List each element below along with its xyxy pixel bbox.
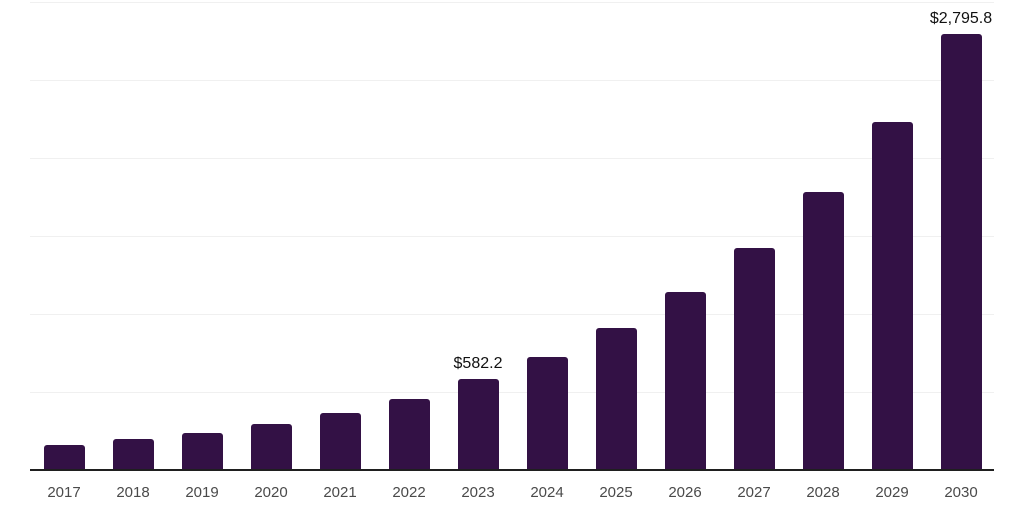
x-axis-label-2019: 2019 <box>185 484 219 501</box>
gridline <box>30 392 994 393</box>
x-axis-line <box>30 469 994 471</box>
x-axis-label-2022: 2022 <box>392 484 426 501</box>
x-axis-label-2028: 2028 <box>806 484 840 501</box>
bar-2022 <box>388 399 430 470</box>
bar-2025 <box>595 328 637 470</box>
bar-2027 <box>733 247 775 470</box>
gridline <box>30 314 994 315</box>
bar-2021 <box>319 412 361 470</box>
gridline <box>30 2 994 3</box>
x-axis-label-2018: 2018 <box>116 484 150 501</box>
bar-2023 <box>457 379 499 470</box>
x-axis-label-2030: 2030 <box>944 484 978 501</box>
gridline <box>30 80 994 81</box>
x-axis-label-2021: 2021 <box>323 484 357 501</box>
gridline <box>30 236 994 237</box>
x-axis-label-2027: 2027 <box>737 484 771 501</box>
x-axis-label-2024: 2024 <box>530 484 564 501</box>
x-axis-label-2026: 2026 <box>668 484 702 501</box>
bar-2024 <box>526 356 568 470</box>
bar-2018 <box>112 439 154 470</box>
bar-2029 <box>871 122 913 470</box>
x-axis-label-2025: 2025 <box>599 484 633 501</box>
bar-2017 <box>43 445 85 470</box>
x-axis-label-2023: 2023 <box>461 484 495 501</box>
bar-value-label-2030: $2,795.8 <box>929 9 993 27</box>
bar-2030 <box>940 33 982 470</box>
bar-2019 <box>181 432 223 470</box>
bar-value-label-2023: $582.2 <box>453 355 503 373</box>
bar-2028 <box>802 191 844 470</box>
bar-2020 <box>250 424 292 470</box>
x-axis-label-2017: 2017 <box>47 484 81 501</box>
x-axis-label-2020: 2020 <box>254 484 288 501</box>
gridline <box>30 158 994 159</box>
x-axis-label-2029: 2029 <box>875 484 909 501</box>
bar-2026 <box>664 292 706 470</box>
